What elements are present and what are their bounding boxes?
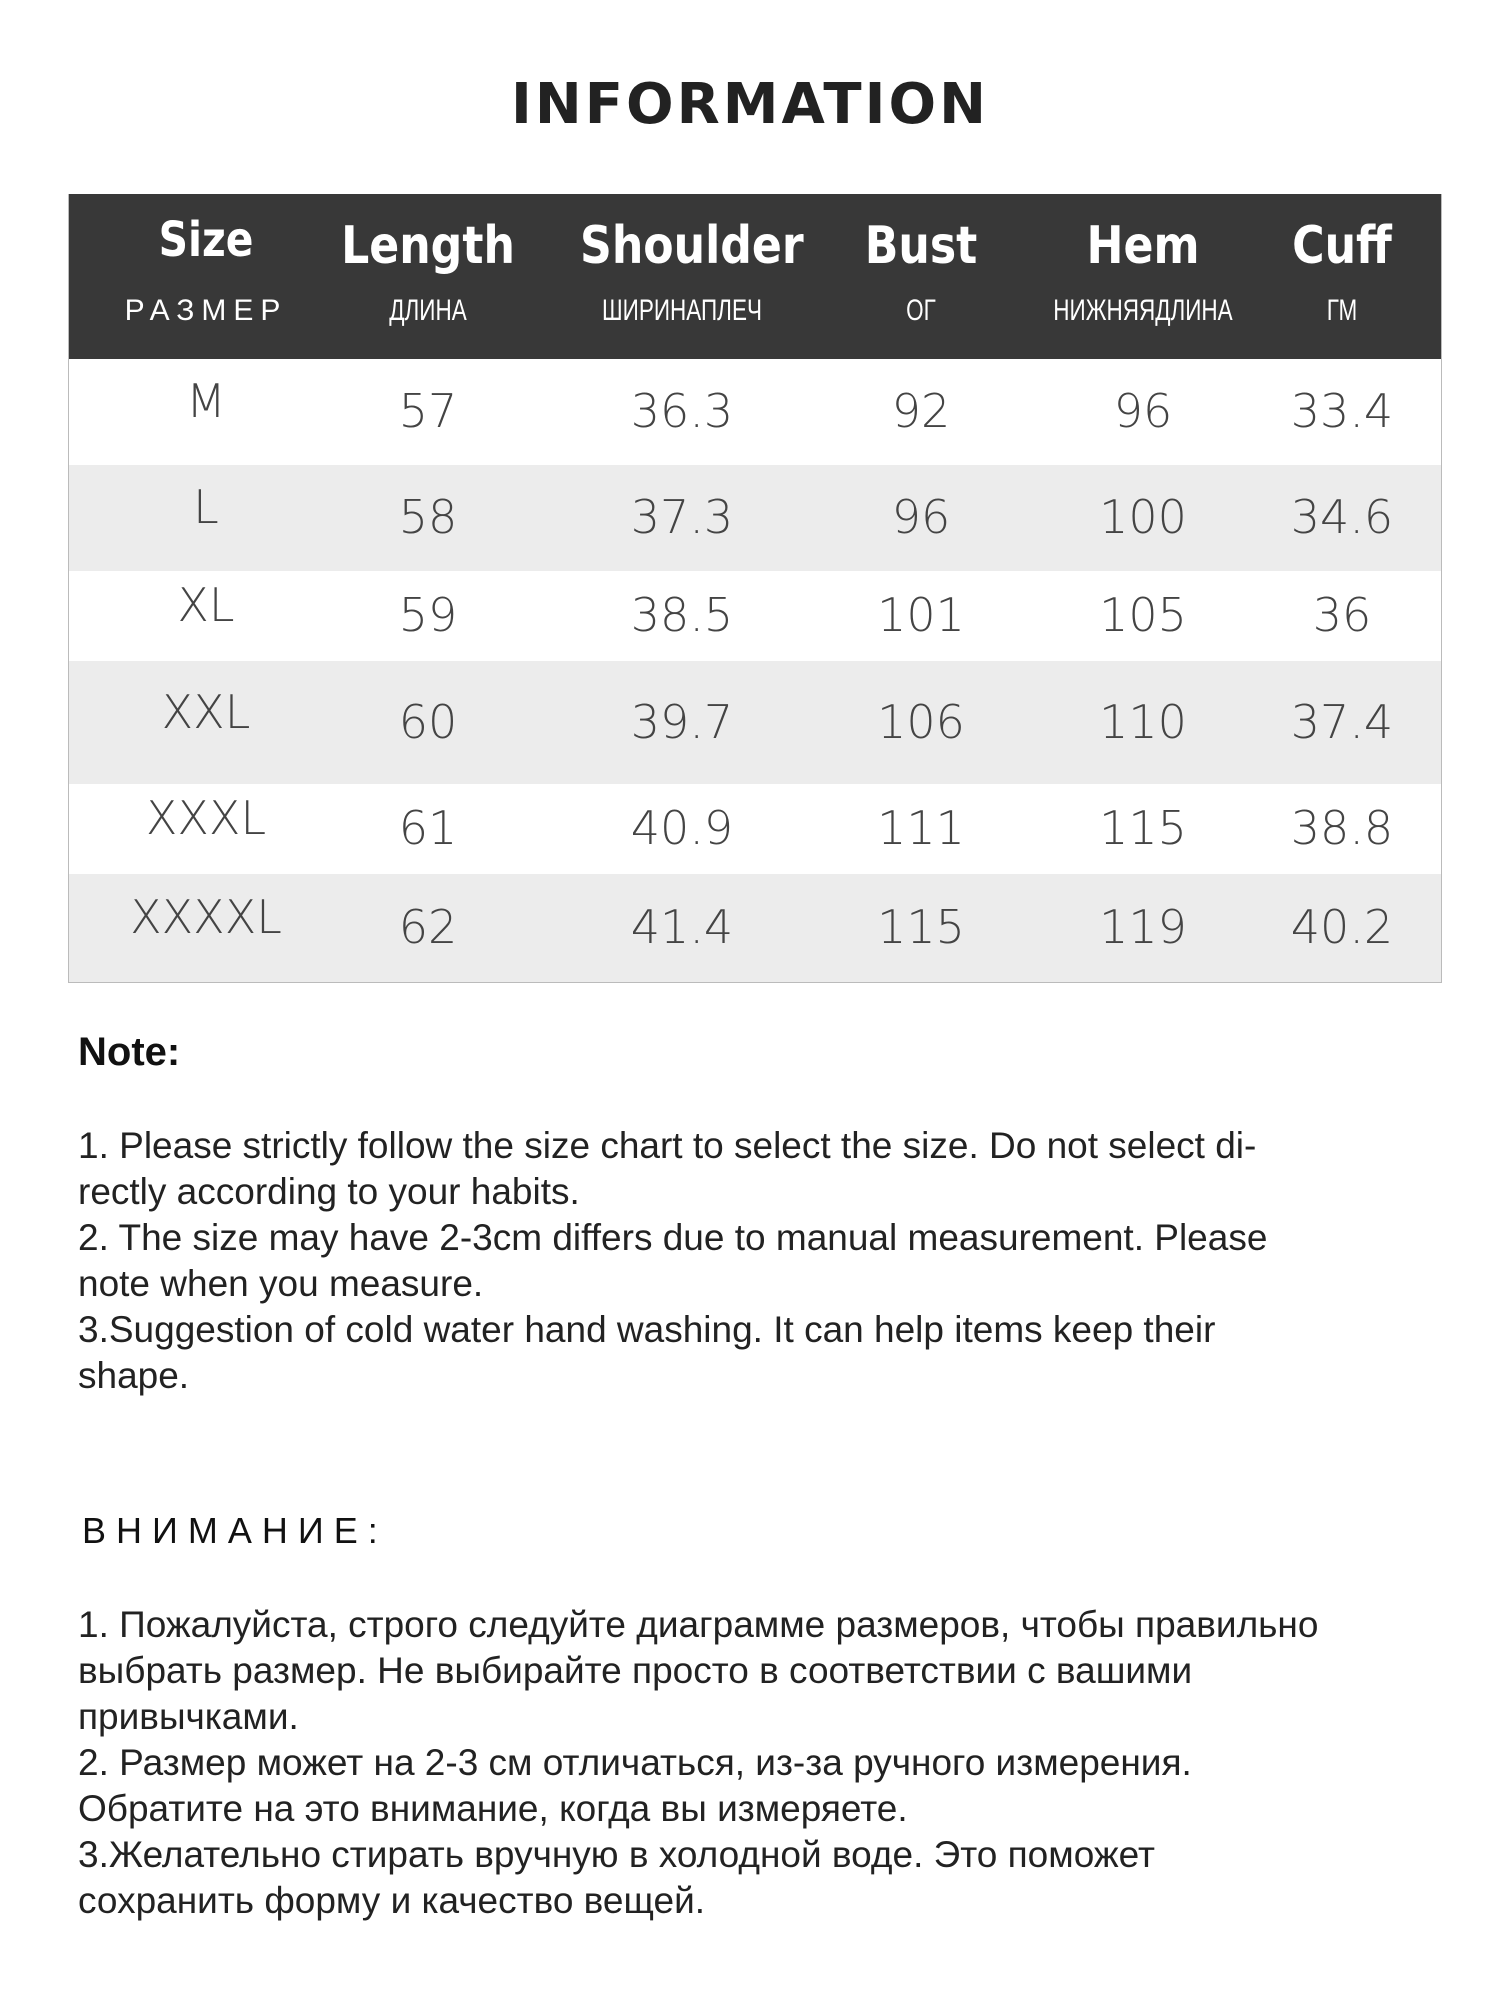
value-cell: 119 bbox=[1099, 900, 1187, 954]
size-cell: XL bbox=[177, 578, 235, 632]
value-cell: 62 bbox=[398, 900, 458, 954]
column-header-en: Hem bbox=[1086, 216, 1200, 276]
column-header-ru: ШИРИНАПЛЕЧ bbox=[602, 294, 762, 327]
value-cell: 38.8 bbox=[1290, 801, 1394, 855]
note-text: 1. Please strictly follow the size chart… bbox=[78, 1123, 1267, 1399]
column-header-ru: ОГ bbox=[906, 294, 936, 327]
value-cell: 106 bbox=[877, 694, 965, 749]
table-row: XXXXL 62 41.4 115 119 40.2 bbox=[69, 874, 1441, 982]
value-cell: 92 bbox=[891, 384, 951, 438]
table-row: XL 59 38.5 101 105 36 bbox=[69, 571, 1441, 661]
value-cell: 36 bbox=[1312, 588, 1372, 642]
column-header-en: Length bbox=[341, 216, 515, 276]
note-ru-heading: ВНИМАНИЕ: bbox=[82, 1510, 388, 1551]
note-line: 1. Please strictly follow the size chart… bbox=[78, 1125, 1257, 1166]
column-header-ru: РАЗМЕР bbox=[124, 294, 288, 327]
value-cell: 40.9 bbox=[630, 801, 734, 855]
note-ru-text: 1. Пожалуйста, строго следуйте диаграмме… bbox=[78, 1602, 1318, 1924]
size-cell: L bbox=[193, 480, 219, 534]
table-row: L 58 37.3 96 100 34.6 bbox=[69, 465, 1441, 571]
value-cell: 59 bbox=[398, 588, 458, 642]
value-cell: 96 bbox=[891, 490, 951, 544]
note-line: Обратите на это внимание, когда вы измер… bbox=[78, 1788, 908, 1829]
note-line: note when you measure. bbox=[78, 1263, 484, 1304]
note-line: 3.Желательно стирать вручную в холодной … bbox=[78, 1834, 1155, 1875]
value-cell: 58 bbox=[398, 490, 458, 544]
note-heading: Note: bbox=[78, 1030, 181, 1074]
note-line: выбрать размер. Не выбирайте просто в со… bbox=[78, 1650, 1193, 1691]
note-line: сохранить форму и качество вещей. bbox=[78, 1880, 706, 1921]
table-row: M 57 36.3 92 96 33.4 bbox=[69, 359, 1441, 465]
value-cell: 57 bbox=[398, 384, 458, 438]
table-row: XXXL 61 40.9 111 115 38.8 bbox=[69, 784, 1441, 874]
value-cell: 115 bbox=[1099, 801, 1187, 855]
column-header-ru: ДЛИНА bbox=[389, 294, 467, 327]
value-cell: 100 bbox=[1099, 490, 1187, 544]
value-cell: 37.4 bbox=[1290, 694, 1394, 749]
table-body: M 57 36.3 92 96 33.4 L 58 37.3 96 100 34.6 XL 59 38.5 1… bbox=[69, 359, 1441, 982]
table-row: XXL 60 39.7 106 110 37.4 bbox=[69, 661, 1441, 784]
value-cell: 39.7 bbox=[630, 694, 734, 749]
value-cell: 38.5 bbox=[630, 588, 734, 642]
value-cell: 101 bbox=[877, 588, 965, 642]
value-cell: 33.4 bbox=[1290, 384, 1394, 438]
note-line: 2. Размер может на 2-3 см отличаться, из… bbox=[78, 1742, 1192, 1783]
column-header-en: Cuff bbox=[1292, 216, 1392, 276]
column-header-en: Bust bbox=[864, 216, 978, 276]
column-header-ru: НИЖНЯЯДЛИНА bbox=[1053, 294, 1233, 327]
value-cell: 61 bbox=[398, 801, 458, 855]
column-header-ru: ГМ bbox=[1326, 294, 1358, 327]
size-cell: XXXXL bbox=[130, 890, 282, 944]
column-header-en: Size bbox=[158, 212, 254, 268]
page-title: INFORMATION bbox=[511, 72, 989, 137]
note-line: 3.Suggestion of cold water hand washing.… bbox=[78, 1309, 1216, 1350]
value-cell: 111 bbox=[877, 801, 965, 855]
note-line: привычками. bbox=[78, 1696, 299, 1737]
value-cell: 105 bbox=[1099, 588, 1187, 642]
value-cell: 37.3 bbox=[630, 490, 734, 544]
value-cell: 96 bbox=[1113, 384, 1173, 438]
value-cell: 110 bbox=[1099, 694, 1187, 749]
value-cell: 41.4 bbox=[630, 900, 734, 954]
value-cell: 34.6 bbox=[1290, 490, 1394, 544]
note-line: shape. bbox=[78, 1355, 190, 1396]
value-cell: 40.2 bbox=[1290, 900, 1394, 954]
value-cell: 36.3 bbox=[630, 384, 734, 438]
column-header-en: Shoulder bbox=[580, 216, 804, 276]
note-line: 2. The size may have 2-3cm differs due t… bbox=[78, 1217, 1268, 1258]
note-line: 1. Пожалуйста, строго следуйте диаграмме… bbox=[78, 1604, 1319, 1645]
size-cell: XXXL bbox=[145, 791, 267, 845]
value-cell: 60 bbox=[398, 694, 458, 749]
note-line: rectly according to your habits. bbox=[78, 1171, 580, 1212]
size-table: Size РАЗМЕР Length ДЛИНА Shoulder ШИРИНАПЛЕЧ B… bbox=[68, 194, 1442, 983]
size-cell: XXL bbox=[161, 684, 251, 739]
size-cell: M bbox=[186, 374, 226, 428]
table-header: Size РАЗМЕР Length ДЛИНА Shoulder ШИРИНАПЛЕЧ B… bbox=[69, 194, 1441, 359]
value-cell: 115 bbox=[877, 900, 965, 954]
